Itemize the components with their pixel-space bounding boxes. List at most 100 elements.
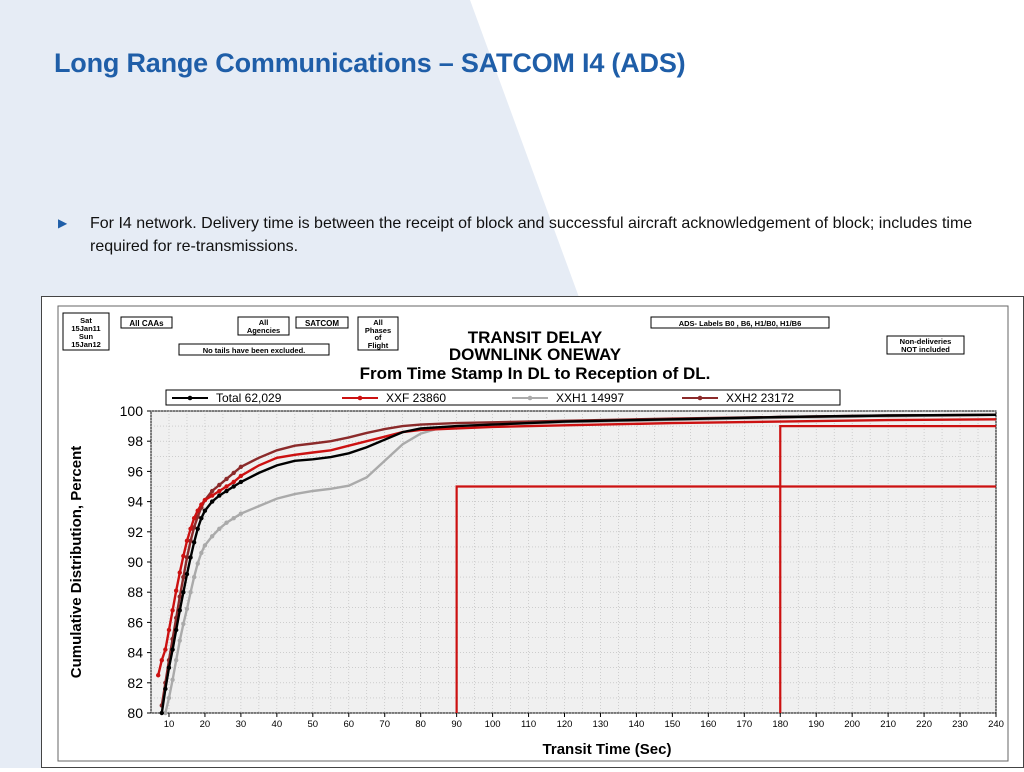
data-point [173, 657, 179, 663]
x-tick-label: 90 [451, 719, 462, 730]
x-tick-label: 190 [808, 719, 824, 730]
data-point [231, 479, 236, 485]
data-point [217, 488, 222, 494]
y-tick-label: 84 [127, 645, 143, 661]
data-point [202, 508, 208, 513]
y-tick-label: 94 [127, 494, 143, 510]
data-point [199, 550, 204, 556]
data-point [191, 525, 197, 530]
x-tick-label: 40 [272, 719, 283, 730]
data-point [181, 574, 186, 580]
data-point [238, 479, 244, 485]
date-line-2: 15Jan11 [71, 324, 100, 333]
data-point [209, 488, 215, 494]
data-point [217, 493, 222, 498]
y-tick-label: 100 [120, 403, 144, 419]
legend-marker [187, 395, 193, 401]
data-point [163, 686, 168, 692]
data-point [238, 464, 244, 470]
x-tick-label: 220 [916, 719, 932, 730]
x-tick-label: 180 [772, 719, 788, 730]
svg-text:NOT included: NOT included [901, 345, 950, 354]
data-point [170, 647, 175, 652]
data-point [181, 553, 186, 559]
svg-text:Phases: Phases [365, 326, 391, 335]
triangle-right-icon: ▶ [58, 216, 68, 230]
x-tick-label: 230 [952, 719, 968, 730]
x-tick-label: 110 [521, 719, 536, 730]
data-point [184, 555, 190, 560]
data-point [163, 647, 168, 652]
x-tick-label: 10 [164, 719, 175, 730]
y-tick-label: 92 [127, 524, 143, 540]
grid [150, 410, 997, 714]
info-box-satcom: SATCOM [295, 316, 349, 329]
data-point [195, 508, 200, 513]
svg-text:SATCOM: SATCOM [305, 319, 339, 328]
y-tick-label: 86 [127, 614, 143, 630]
legend-label: XXH2 23172 [726, 391, 794, 405]
chart-title-line-2: DOWNLINK ONEWAY [449, 345, 622, 364]
transit-delay-chart: Sat 15Jan11 Sun 15Jan12 All CAAs All Age… [57, 305, 1009, 762]
data-point [202, 543, 208, 548]
x-axis-label: Transit Time (Sec) [543, 741, 672, 758]
x-tick-label: 210 [880, 719, 896, 730]
y-tick-label: 90 [127, 554, 143, 570]
info-box-tails: No tails have been excluded. [178, 343, 330, 356]
info-box-nondeliveries: Non-deliveries NOT included [886, 335, 965, 355]
y-tick-label: 80 [127, 705, 143, 721]
legend-box [165, 389, 841, 406]
info-box-ads: ADS- Labels B0 , B6, H1/B0, H1/B6 [650, 316, 830, 329]
data-point [209, 493, 215, 498]
data-point [188, 555, 193, 560]
reference-lines [455, 425, 996, 713]
x-tick-label: 20 [200, 719, 211, 730]
data-point [238, 511, 244, 516]
x-tick-label: 60 [343, 719, 354, 730]
x-tick-label: 120 [557, 719, 573, 730]
data-point [177, 570, 182, 575]
legend-label: XXH1 14997 [556, 391, 624, 405]
data-point [155, 673, 161, 678]
x-tick-label: 80 [415, 719, 426, 730]
data-point [188, 526, 193, 531]
y-tick-label: 98 [127, 433, 143, 449]
series-lines [155, 413, 997, 716]
x-tick-label: 140 [628, 719, 644, 730]
legend: Total 62,029 XXF 23860 XXH1 14997 XXH2 2317… [172, 391, 794, 405]
legend-marker [697, 395, 703, 401]
data-point [181, 621, 186, 627]
data-point [166, 665, 172, 670]
y-tick-label: 82 [127, 675, 143, 691]
data-point [224, 484, 229, 489]
data-point [224, 476, 229, 482]
data-point [181, 590, 186, 595]
series-line-xxf [157, 418, 997, 676]
data-point [188, 590, 193, 595]
svg-text:All: All [373, 318, 383, 327]
data-point [217, 482, 222, 488]
bullet-item: ▶ For I4 network. Delivery time is betwe… [58, 212, 978, 258]
reference-line [455, 485, 996, 713]
x-tick-label: 150 [664, 719, 680, 730]
data-point [209, 499, 215, 504]
data-point [170, 677, 175, 682]
slide-title: Long Range Communications – SATCOM I4 (A… [54, 48, 686, 78]
data-point [159, 657, 164, 663]
data-point [173, 627, 179, 633]
data-point [173, 588, 179, 593]
data-point [209, 534, 215, 539]
chart-title-line-1: TRANSIT DELAY [468, 328, 603, 347]
info-box-agencies: All Agencies [237, 316, 290, 336]
chart-title-line-3: From Time Stamp In DL to Reception of DL… [360, 364, 711, 383]
data-point [184, 606, 190, 612]
data-point [177, 594, 182, 599]
svg-text:Non-deliveries: Non-deliveries [900, 337, 952, 346]
data-point [191, 516, 197, 521]
svg-text:All CAAs: All CAAs [129, 319, 164, 328]
x-tick-label: 170 [736, 719, 752, 730]
data-point [188, 538, 193, 544]
data-point [231, 470, 236, 476]
x-tick-label: 160 [700, 719, 716, 730]
